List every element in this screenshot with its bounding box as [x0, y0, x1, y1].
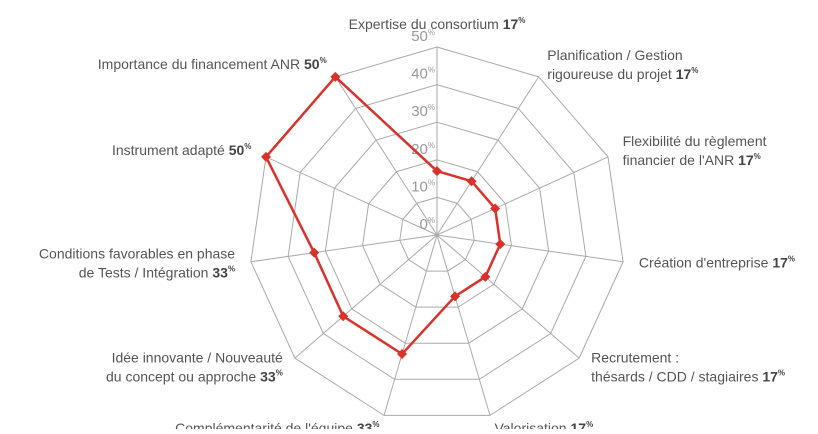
value-label: 50 [229, 142, 245, 158]
category-label: Conditions favorables en phase de Tests /… [39, 245, 235, 280]
value-label: 33 [212, 264, 228, 280]
value-unit: % [244, 142, 251, 151]
category-line: Instrument adapté [112, 142, 229, 158]
marker [309, 247, 320, 258]
grid-ring [324, 121, 550, 344]
tick-unit: % [428, 216, 435, 225]
category-line: Recrutement : [591, 349, 679, 365]
marker [338, 311, 349, 322]
spoke [294, 234, 438, 359]
tick-label: 10% [411, 178, 435, 195]
spoke [436, 156, 609, 236]
value-unit: % [754, 152, 761, 161]
tick-unit: % [428, 179, 435, 188]
value-unit: % [788, 255, 795, 264]
category-label: Recrutement : thésards / CDD / stagiaires… [591, 349, 785, 384]
tick-unit: % [428, 66, 435, 75]
marker [450, 291, 461, 302]
tick-label: 50% [411, 28, 435, 45]
value-label: 17 [762, 368, 778, 384]
category-line: thésards / CDD / stagiaires [591, 368, 762, 384]
tick-value: 30 [411, 103, 428, 120]
spoke [436, 76, 540, 236]
value-label: 17 [676, 66, 692, 82]
category-label: Idée innovante / Nouveauté du concept ou … [106, 349, 283, 384]
marker [495, 239, 506, 250]
spoke [436, 234, 580, 359]
value-unit: % [518, 16, 525, 25]
category-label: Création d'entreprise 17% [639, 254, 795, 270]
tick-value: 0 [420, 216, 428, 233]
grid-ring [287, 84, 587, 380]
value-unit: % [691, 66, 698, 75]
tick-unit: % [428, 28, 435, 37]
category-label: Valorisation 17% [494, 420, 593, 429]
value-unit: % [372, 420, 379, 429]
category-label: Importance du financement ANR 50% [98, 56, 327, 72]
value-label: 33 [357, 420, 373, 429]
tick-value: 40 [411, 66, 428, 83]
tick-value: 20 [411, 141, 428, 158]
category-line: financier de l'ANR [623, 152, 739, 168]
value-label: 50 [304, 56, 320, 72]
spoke [334, 76, 438, 236]
tick-value: 10 [411, 178, 428, 195]
value-unit: % [778, 368, 785, 377]
radar-line [264, 75, 502, 356]
spoke [436, 234, 624, 263]
value-label: 33 [260, 368, 276, 384]
spoke [250, 234, 438, 263]
value-unit: % [320, 56, 327, 65]
value-unit: % [586, 420, 593, 429]
tick-label: 20% [411, 141, 435, 158]
grid-ring [362, 159, 512, 308]
category-label: Complémentarité de l'équipe 33% [175, 420, 379, 429]
spoke [383, 234, 438, 416]
category-line: Importance du financement ANR [98, 56, 304, 72]
spoke [436, 234, 491, 416]
grid-ring [399, 196, 475, 272]
marker [260, 151, 271, 162]
category-line: Planification / Gestion [547, 47, 682, 63]
category-line: Flexibilité du règlement [623, 133, 767, 149]
tick-value: 50 [411, 28, 428, 45]
category-line: Valorisation [494, 420, 570, 429]
value-unit: % [276, 368, 283, 377]
marker [490, 203, 501, 214]
tick-unit: % [428, 103, 435, 112]
spoke [265, 156, 438, 236]
marker [480, 271, 491, 282]
category-line: Création d'entreprise [639, 254, 772, 270]
category-line: du concept ou approche [106, 368, 260, 384]
value-label: 17 [772, 254, 788, 270]
value-label: 17 [570, 420, 586, 429]
category-label: Planification / Gestion rigoureuse du pro… [547, 47, 698, 82]
category-label: Expertise du consortium 17% [349, 16, 526, 32]
tick-label: 0% [420, 216, 435, 233]
marker [432, 166, 442, 177]
tick-label: 40% [411, 66, 435, 83]
value-label: 17 [503, 16, 519, 32]
marker [397, 349, 408, 360]
value-unit: % [228, 265, 235, 274]
category-line: Conditions favorables en phase [39, 245, 235, 261]
category-label: Instrument adapté 50% [112, 142, 251, 158]
category-line: de Tests / Intégration [79, 264, 213, 280]
tick-label: 30% [411, 103, 435, 120]
marker [330, 71, 341, 82]
category-line: Expertise du consortium [349, 16, 503, 32]
category-label: Flexibilité du règlement financier de l'A… [623, 133, 767, 168]
value-label: 17 [738, 152, 754, 168]
category-line: Idée innovante / Nouveauté [112, 349, 283, 365]
category-line: Complémentarité de l'équipe [175, 420, 357, 429]
marker [466, 176, 477, 187]
tick-unit: % [428, 141, 435, 150]
category-line: rigoureuse du projet [547, 66, 675, 82]
